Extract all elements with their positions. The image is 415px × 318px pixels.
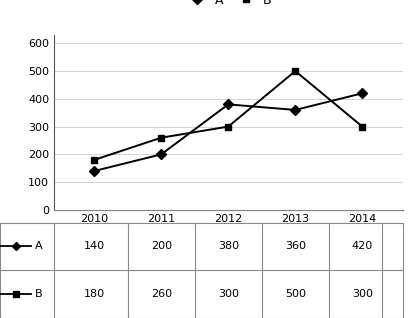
Text: 180: 180 (83, 289, 105, 299)
Text: 140: 140 (83, 241, 105, 252)
Text: 2011: 2011 (147, 214, 175, 224)
Text: 300: 300 (218, 289, 239, 299)
Text: 420: 420 (352, 241, 373, 252)
Text: 360: 360 (285, 241, 306, 252)
Text: 380: 380 (218, 241, 239, 252)
Text: 300: 300 (352, 289, 373, 299)
Text: 500: 500 (285, 289, 306, 299)
Text: 2013: 2013 (281, 214, 309, 224)
Text: 200: 200 (151, 241, 172, 252)
Text: 260: 260 (151, 289, 172, 299)
Text: B: B (35, 289, 43, 299)
Text: 2014: 2014 (348, 214, 376, 224)
Text: A: A (35, 241, 43, 252)
Legend: A, B: A, B (180, 0, 277, 12)
Text: 2012: 2012 (214, 214, 242, 224)
Text: 2010: 2010 (80, 214, 108, 224)
